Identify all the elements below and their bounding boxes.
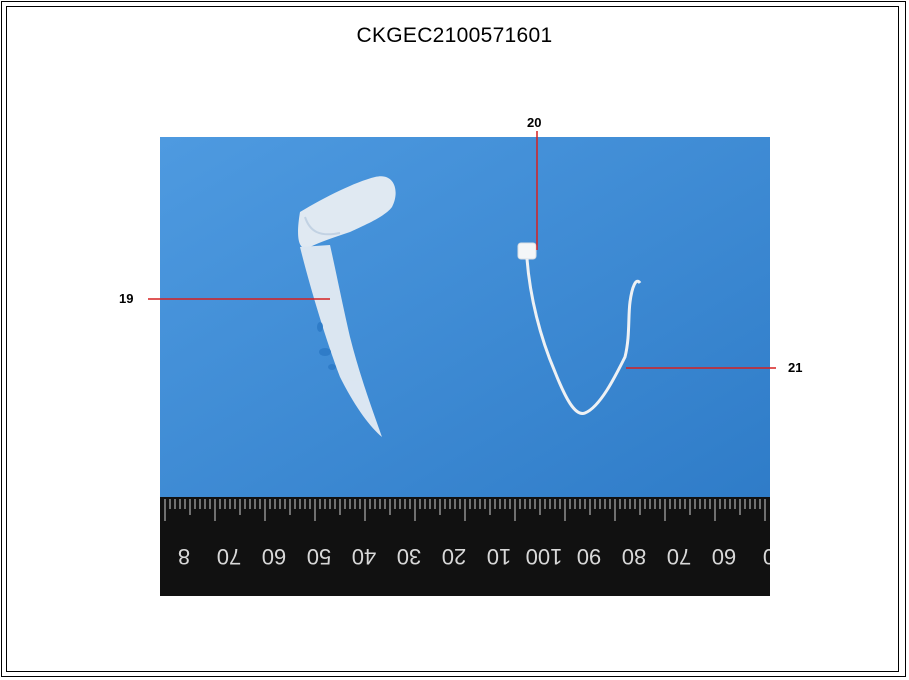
document-title: CKGEC2100571601: [356, 24, 553, 47]
callout-label-20: 20: [527, 115, 542, 130]
inner-frame: [6, 6, 899, 672]
ruler-number: 70: [217, 544, 241, 569]
ruler-number: 20: [442, 544, 466, 569]
ruler-number: 60: [262, 544, 286, 569]
ruler-number: 70: [667, 544, 691, 569]
ruler-number: 0: [763, 544, 770, 569]
ruler-number: 30: [397, 544, 421, 569]
ruler-number: 100: [526, 544, 563, 569]
ruler-ticks: [164, 499, 766, 521]
ruler-number: 10: [487, 544, 511, 569]
ruler-number: 80: [622, 544, 646, 569]
ruler-number: 90: [577, 544, 601, 569]
ruler-number: 40: [352, 544, 376, 569]
translucent-strip: [298, 176, 396, 437]
ruler-number: 50: [307, 544, 331, 569]
callout-label-19: 19: [119, 291, 134, 306]
white-wire: [525, 258, 642, 415]
blue-background: [160, 137, 770, 497]
sample-photo: 8 70 60 50 40 30 20 10 100 90 80 70 60 0: [160, 137, 770, 596]
sample-photo-svg: 8 70 60 50 40 30 20 10 100 90 80 70 60 0: [160, 137, 770, 596]
ruler-number: 60: [712, 544, 736, 569]
ruler-numbers: 8 70 60 50 40 30 20 10 100 90 80 70 60 0: [178, 544, 770, 569]
callout-label-21: 21: [788, 360, 803, 375]
ruler-number: 8: [178, 544, 190, 569]
